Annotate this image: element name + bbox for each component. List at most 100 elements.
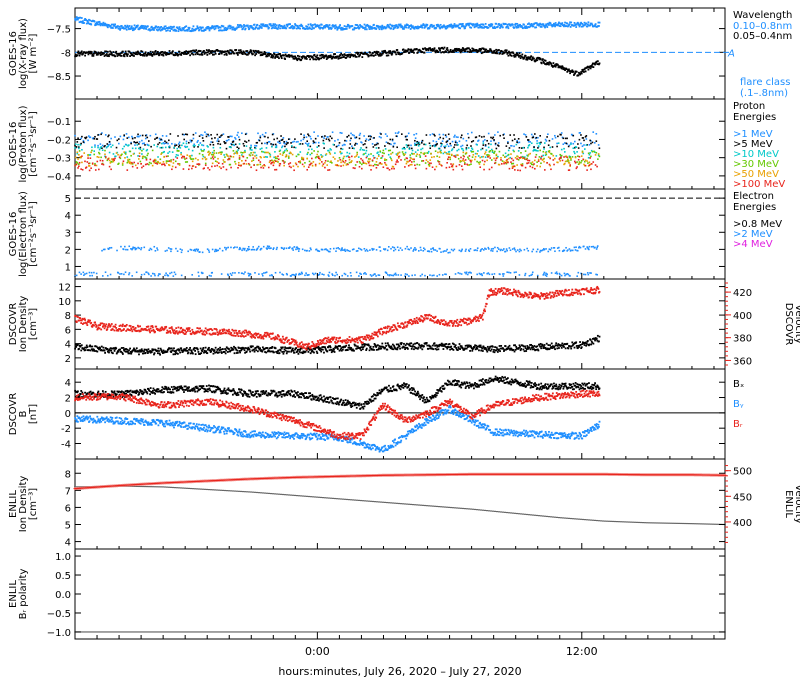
series-mark: [585, 274, 587, 276]
series-mark: [548, 64, 550, 66]
series-mark: [140, 249, 142, 251]
series-mark: [80, 168, 82, 170]
series-mark: [353, 148, 355, 150]
series-mark: [241, 250, 243, 252]
series-mark: [470, 145, 472, 147]
series-mark: [327, 160, 329, 162]
series-mark: [466, 164, 468, 166]
series-mark: [549, 158, 551, 160]
series-mark: [570, 158, 572, 160]
series-mark: [122, 164, 124, 166]
series-mark: [559, 250, 561, 252]
series-mark: [153, 144, 155, 146]
series-mark: [78, 163, 80, 165]
y-tick-label: 5: [65, 194, 71, 205]
series-mark: [262, 165, 264, 167]
series-mark: [166, 250, 168, 252]
series-mark: [131, 25, 133, 27]
series-mark: [549, 147, 551, 149]
series-mark: [210, 144, 212, 146]
series-mark: [237, 24, 239, 26]
series-mark: [547, 133, 549, 135]
series-mark: [550, 63, 552, 65]
series-mark: [481, 27, 483, 29]
series-mark: [210, 152, 212, 154]
series-mark: [292, 154, 294, 156]
series-mark: [200, 352, 202, 354]
series-mark: [329, 272, 331, 274]
series-mark: [485, 156, 487, 158]
series-mark: [408, 145, 410, 147]
series-mark: [197, 53, 199, 55]
series-mark: [549, 152, 551, 154]
series-mark: [280, 142, 282, 144]
series-mark: [304, 162, 306, 164]
series-mark: [573, 151, 575, 153]
series-mark: [476, 274, 478, 276]
series-mark: [363, 153, 365, 155]
series-mark: [392, 25, 394, 27]
series-mark: [339, 132, 341, 134]
series-mark: [373, 24, 375, 26]
series-mark: [245, 160, 247, 162]
series-mark: [221, 53, 223, 55]
series-mark: [588, 153, 590, 155]
series-mark: [216, 134, 218, 136]
series-mark: [128, 274, 130, 276]
series-mark: [113, 153, 115, 155]
series-mark: [366, 150, 368, 152]
series-mark: [161, 143, 163, 145]
series-mark: [406, 163, 408, 165]
series-mark: [275, 272, 277, 274]
series-mark: [377, 164, 379, 166]
series-mark: [224, 351, 226, 353]
series-mark: [576, 161, 578, 163]
series-mark: [283, 162, 285, 164]
series-mark: [138, 148, 140, 150]
series-mark: [135, 142, 137, 144]
series-mark: [416, 144, 418, 146]
series-mark: [436, 250, 438, 252]
series-mark: [279, 165, 281, 167]
series-mark: [165, 25, 167, 27]
series-mark: [173, 347, 175, 349]
series-mark: [281, 351, 283, 353]
series-mark: [485, 23, 487, 25]
series-mark: [520, 152, 522, 154]
series-mark: [580, 143, 582, 145]
series-mark: [529, 144, 531, 146]
series-mark: [188, 168, 190, 170]
series-mark: [74, 147, 76, 149]
series-mark: [196, 163, 198, 165]
series-mark: [341, 247, 343, 249]
series-mark: [439, 137, 441, 139]
series-mark: [446, 249, 448, 251]
series-mark: [267, 247, 269, 249]
series-mark: [123, 274, 125, 276]
series-mark: [87, 140, 89, 142]
series-mark: [489, 157, 491, 159]
series-mark: [324, 167, 326, 169]
series-mark: [96, 351, 98, 353]
series-mark: [329, 152, 331, 154]
series-mark: [479, 163, 481, 165]
series-mark: [468, 147, 470, 149]
series-mark: [313, 27, 315, 29]
series-mark: [550, 249, 552, 251]
series-mark: [595, 23, 597, 25]
series-mark: [598, 144, 600, 146]
series-mark: [397, 153, 399, 155]
series-mark: [286, 352, 288, 354]
series-mark: [329, 24, 331, 26]
series-mark: [297, 55, 299, 57]
series-mark: [120, 136, 122, 138]
series-mark: [466, 145, 468, 147]
series-mark: [102, 149, 104, 151]
series-mark: [592, 142, 594, 144]
series-mark: [228, 51, 230, 53]
y-tick-label-right: 380: [733, 334, 752, 345]
series-mark: [127, 159, 129, 161]
series-mark: [369, 161, 371, 163]
series-mark: [136, 144, 138, 146]
